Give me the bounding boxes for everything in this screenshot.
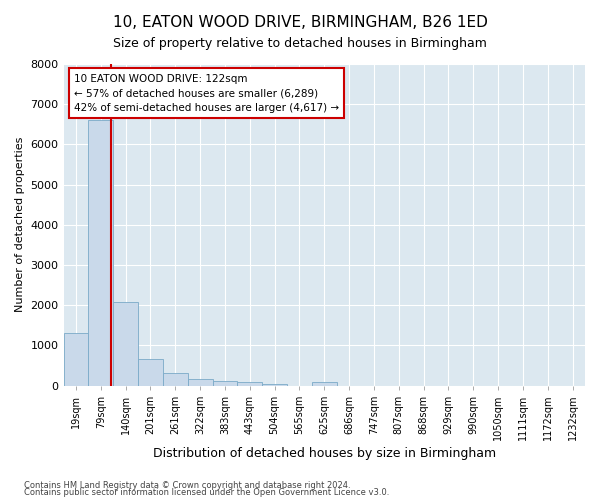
Text: Contains HM Land Registry data © Crown copyright and database right 2024.: Contains HM Land Registry data © Crown c… [24,480,350,490]
Bar [113,302,138,386]
Bar [312,382,337,386]
Text: Size of property relative to detached houses in Birmingham: Size of property relative to detached ho… [113,38,487,51]
X-axis label: Distribution of detached houses by size in Birmingham: Distribution of detached houses by size … [153,447,496,460]
Bar [88,120,113,386]
Bar [238,382,262,386]
Bar [212,381,238,386]
Text: 10, EATON WOOD DRIVE, BIRMINGHAM, B26 1ED: 10, EATON WOOD DRIVE, BIRMINGHAM, B26 1E… [113,15,487,30]
Bar [163,373,188,386]
Text: 10 EATON WOOD DRIVE: 122sqm
← 57% of detached houses are smaller (6,289)
42% of : 10 EATON WOOD DRIVE: 122sqm ← 57% of det… [74,74,339,113]
Y-axis label: Number of detached properties: Number of detached properties [15,137,25,312]
Bar [188,380,212,386]
Text: Contains public sector information licensed under the Open Government Licence v3: Contains public sector information licen… [24,488,389,497]
Bar [138,360,163,386]
Bar [262,384,287,386]
Bar [64,334,88,386]
